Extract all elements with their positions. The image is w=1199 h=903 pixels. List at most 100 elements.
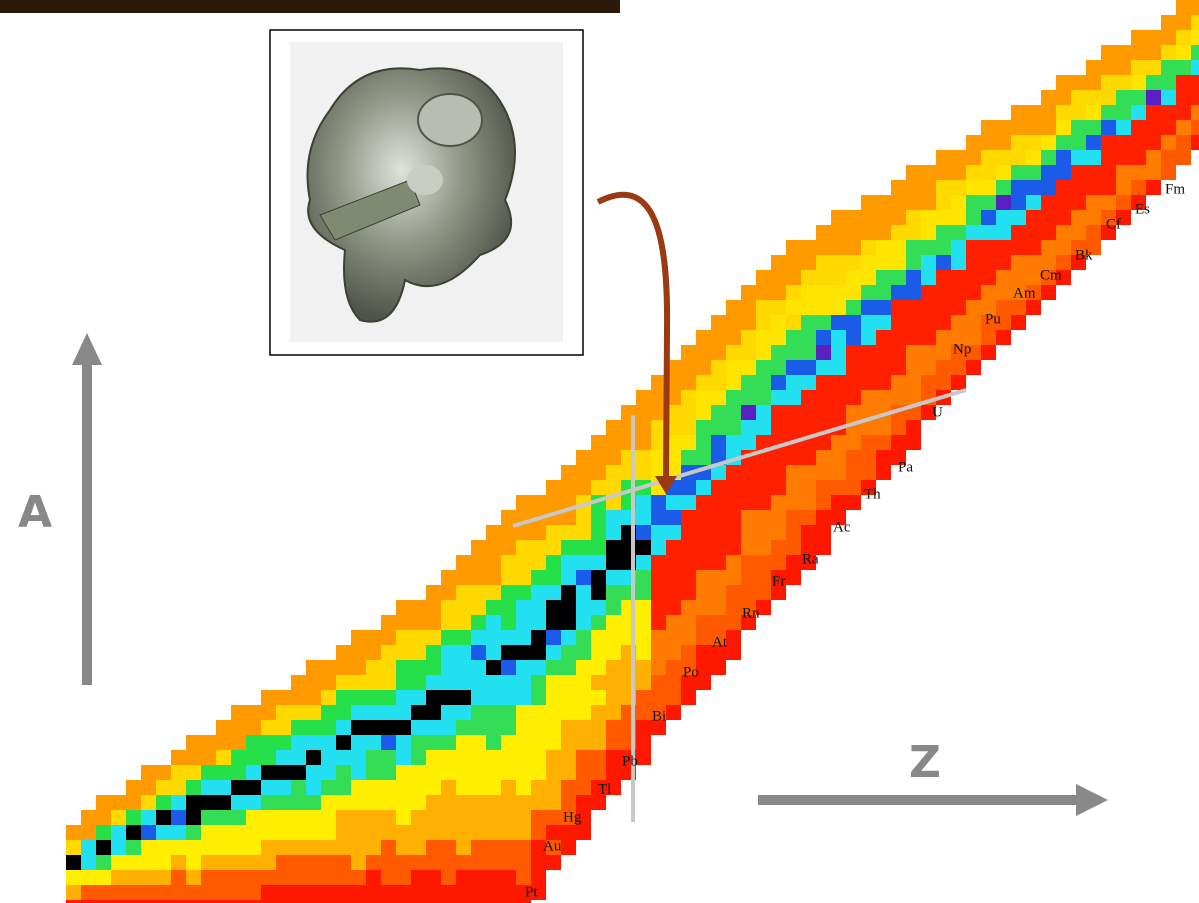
nuclide-cell [321,675,336,690]
nuclide-cell [96,825,111,840]
nuclide-cell [546,600,561,615]
nuclide-cell [546,675,561,690]
nuclide-cell [966,285,981,300]
nuclide-cell [516,540,531,555]
nuclide-cell [1011,240,1026,255]
nuclide-cell [396,870,411,885]
nuclide-cell [471,855,486,870]
nuclide-cell [546,750,561,765]
nuclide-cell [726,585,741,600]
nuclide-cell [636,465,651,480]
nuclide-cell [1071,105,1086,120]
nuclide-cell [711,660,726,675]
nuclide-cell [741,315,756,330]
nuclide-cell [561,525,576,540]
nuclide-cell [336,705,351,720]
nuclide-cell [651,645,666,660]
nuclide-cell [1131,195,1146,210]
nuclide-cell [651,420,666,435]
nuclide-cell [651,510,666,525]
nuclide-cell [306,795,321,810]
nuclide-cell [456,780,471,795]
nuclide-cell [576,570,591,585]
nuclide-cell [201,825,216,840]
nuclide-cell [606,750,621,765]
nuclide-cell [441,735,456,750]
nuclide-cell [381,780,396,795]
nuclide-cell [711,510,726,525]
nuclide-cell [486,570,501,585]
nuclide-cell [486,855,501,870]
nuclide-cell [741,510,756,525]
nuclide-cell [1146,30,1161,45]
nuclide-cell [591,450,606,465]
nuclide-cell [831,480,846,495]
nuclide-cell [171,780,186,795]
nuclide-cell [486,720,501,735]
nuclide-cell [831,495,846,510]
nuclide-cell [351,855,366,870]
nuclide-cell [216,870,231,885]
nuclide-cell [951,285,966,300]
nuclide-cell [1071,195,1086,210]
nuclide-cell [981,150,996,165]
nuclide-cell [201,870,216,885]
element-label: At [712,634,728,650]
nuclide-cell [801,555,816,570]
nuclide-cell [771,570,786,585]
nuclide-cell [651,375,666,390]
nuclide-cell [666,510,681,525]
nuclide-cell [516,675,531,690]
nuclide-cell [1161,60,1176,75]
nuclide-cell [816,390,831,405]
nuclide-cell [966,240,981,255]
nuclide-cell [546,780,561,795]
nuclide-cell [1146,45,1161,60]
nuclide-cell [1146,135,1161,150]
nuclide-cell [561,705,576,720]
nuclide-cell [561,645,576,660]
nuclide-cell [546,765,561,780]
nuclide-cell [441,810,456,825]
nuclide-cell [651,705,666,720]
nuclide-cell [726,465,741,480]
nuclide-cell [936,285,951,300]
nuclide-cell [471,750,486,765]
nuclide-cell [426,765,441,780]
nuclide-cell [1116,60,1131,75]
axis-label: Z [909,737,941,788]
nuclide-cell [591,630,606,645]
nuclide-cell [1101,225,1116,240]
nuclide-cell [366,630,381,645]
nuclide-cell [396,840,411,855]
element-label: Pt [525,884,538,900]
nuclide-cell [681,510,696,525]
nuclide-cell [786,480,801,495]
nuclide-cell [336,885,351,900]
nuclide-cell [156,780,171,795]
nuclide-cell [996,240,1011,255]
nuclide-cell [501,900,516,903]
nuclide-cell [831,210,846,225]
nuclide-cell [246,780,261,795]
nuclide-cell [381,615,396,630]
nuclide-cell [1026,150,1041,165]
nuclide-cell [636,735,651,750]
nuclide-cell [771,330,786,345]
nuclide-cell [666,555,681,570]
nuclide-cell [711,420,726,435]
nuclide-cell [576,585,591,600]
nuclide-cell [816,360,831,375]
nuclide-cell [1086,135,1101,150]
nuclide-cell [966,255,981,270]
nuclide-cell [756,420,771,435]
nuclide-cell [381,840,396,855]
nuclide-cell [906,330,921,345]
nuclide-cell [636,570,651,585]
nuclide-cell [306,675,321,690]
nuclide-cell [396,660,411,675]
nuclide-cell [126,855,141,870]
nuclide-cell [276,750,291,765]
nuclide-cell [471,555,486,570]
nuclide-cell [891,270,906,285]
